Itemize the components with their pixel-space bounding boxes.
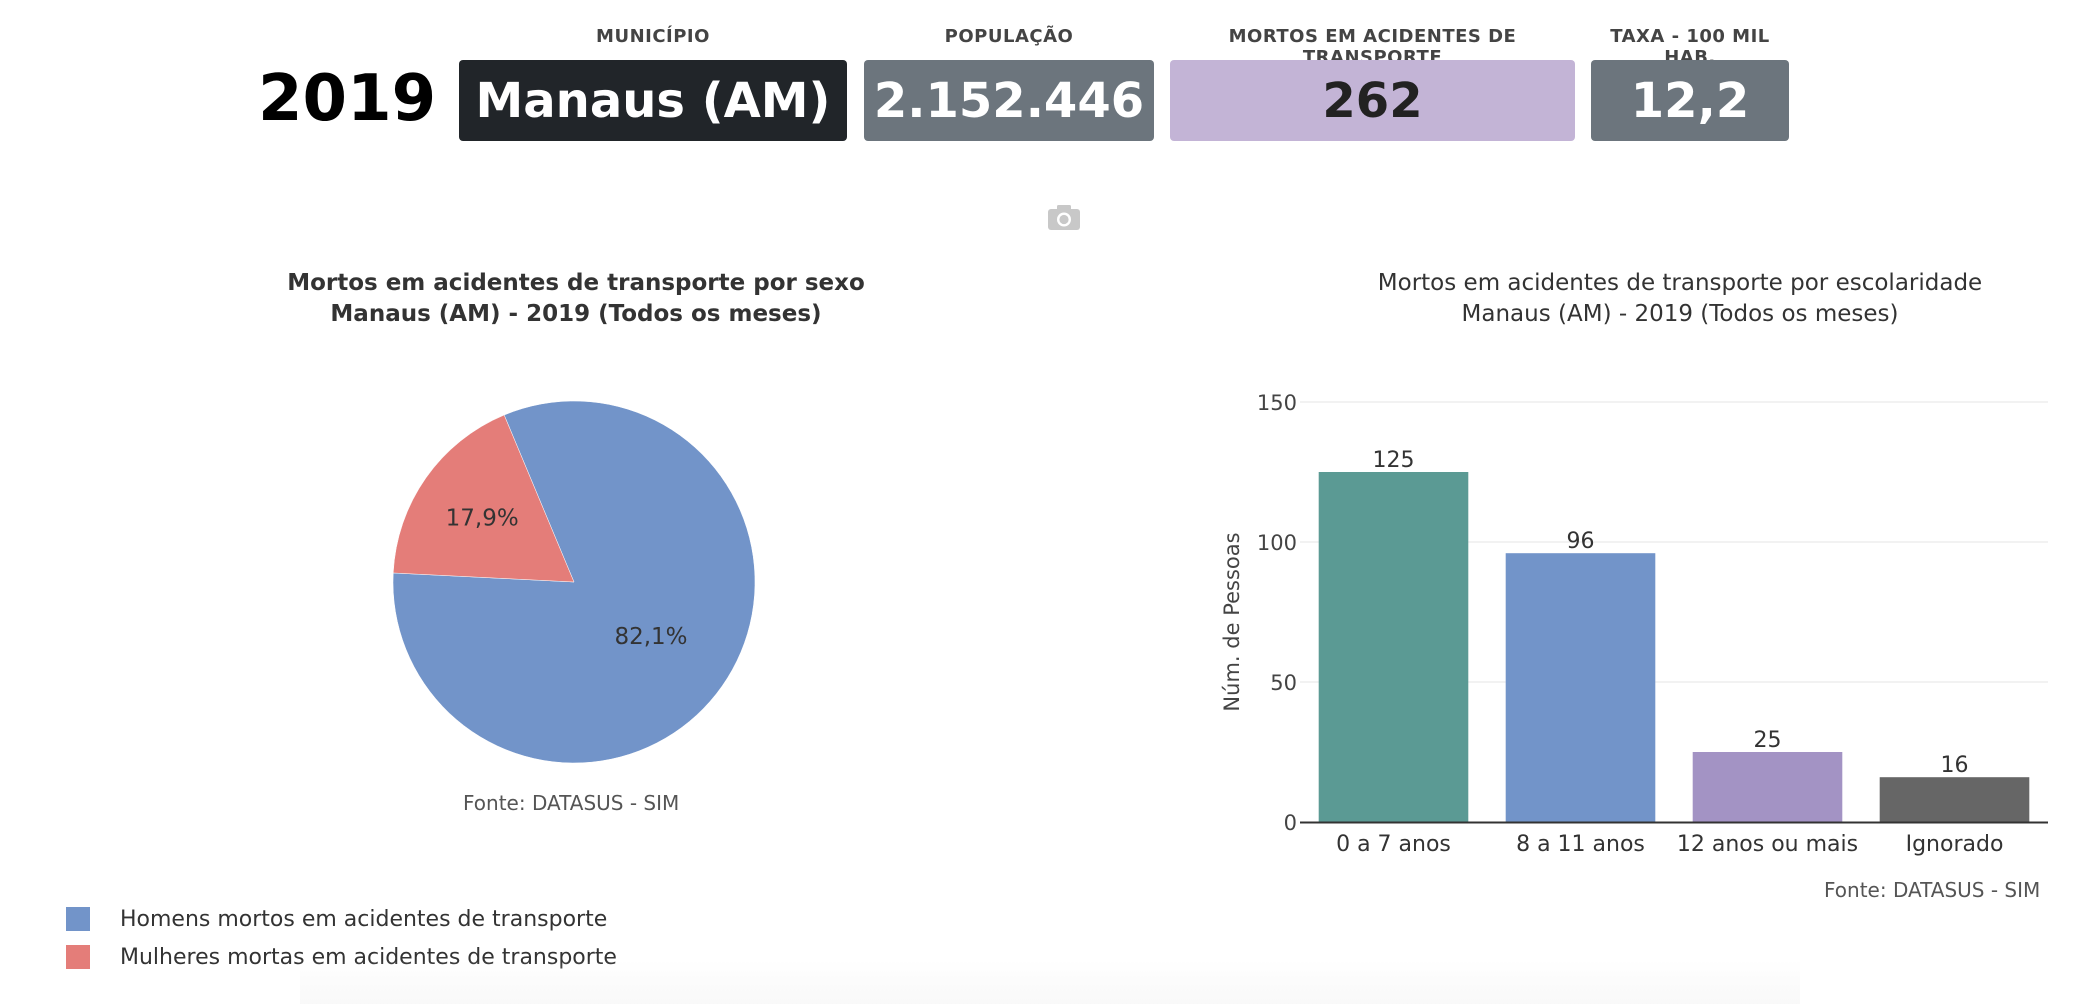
- legend-label-homens: Homens mortos em acidentes de transporte: [120, 906, 608, 932]
- x-tick-label: 0 a 7 anos: [1336, 832, 1451, 857]
- kpi-mortos: 262: [1170, 60, 1575, 141]
- bar-value-label: 125: [1373, 448, 1415, 473]
- year-label: 2019: [258, 62, 437, 136]
- camera-icon[interactable]: [1047, 203, 1081, 231]
- y-axis-title: Núm. de Pessoas: [1220, 532, 1244, 711]
- pie-label-mulheres: 17,9%: [446, 506, 519, 532]
- kpi-municipio: Manaus (AM): [459, 60, 847, 141]
- kpi-label-populacao: POPULAÇÃO: [944, 26, 1074, 47]
- pie-label-homens: 82,1%: [614, 624, 687, 650]
- x-tick-label: 12 anos ou mais: [1677, 832, 1858, 857]
- y-tick-label: 150: [1257, 391, 1297, 415]
- pie-source: Fonte: DATASUS - SIM: [463, 791, 680, 815]
- bar-title-line1: Mortos em acidentes de transporte por es…: [1377, 270, 1983, 296]
- bar-chart-title: Mortos em acidentes de transporte por es…: [1300, 268, 2060, 330]
- pie-slice-mulheres[interactable]: [392, 414, 575, 583]
- bar-value-label: 16: [1941, 753, 1969, 778]
- x-tick-label: Ignorado: [1906, 832, 2004, 857]
- bar-2[interactable]: [1692, 752, 1843, 822]
- bar-1[interactable]: [1505, 553, 1656, 822]
- bar-0[interactable]: [1318, 472, 1469, 822]
- bottom-fade: [300, 960, 1800, 1004]
- bar-title-line2: Manaus (AM) - 2019 (Todos os meses): [1461, 301, 1899, 327]
- kpi-populacao: 2.152.446: [864, 60, 1154, 141]
- x-tick-label: 8 a 11 anos: [1516, 832, 1645, 857]
- legend-swatch-homens: [66, 907, 90, 931]
- pie-title-line2: Manaus (AM) - 2019 (Todos os meses): [330, 301, 822, 327]
- y-tick-label: 50: [1270, 671, 1297, 695]
- y-tick-label: 100: [1257, 531, 1297, 555]
- kpi-label-municipio: MUNICÍPIO: [596, 26, 710, 47]
- bar-value-label: 25: [1754, 728, 1782, 753]
- pie-title-line1: Mortos em acidentes de transporte por se…: [287, 270, 865, 296]
- bar-value-label: 96: [1567, 529, 1595, 554]
- pie-chart-title: Mortos em acidentes de transporte por se…: [240, 268, 912, 330]
- bar-source: Fonte: DATASUS - SIM: [1824, 878, 2041, 902]
- y-tick-label: 0: [1284, 811, 1297, 835]
- bar-3[interactable]: [1879, 777, 2030, 822]
- kpi-taxa: 12,2: [1591, 60, 1789, 141]
- legend-swatch-mulheres: [66, 945, 90, 969]
- legend-item-homens[interactable]: Homens mortos em acidentes de transporte: [66, 900, 617, 938]
